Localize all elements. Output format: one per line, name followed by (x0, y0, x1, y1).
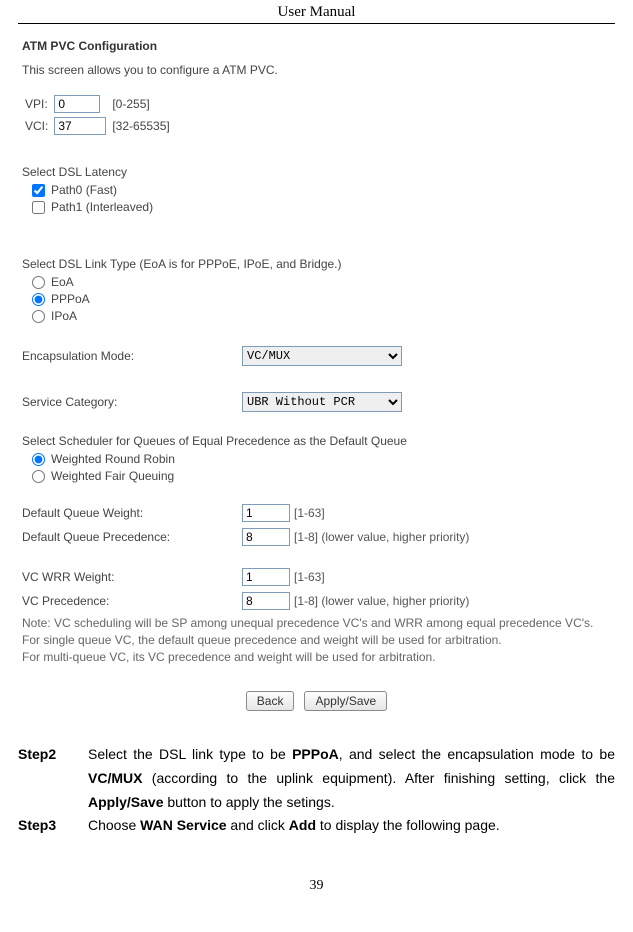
dqw-range: [1-63] (294, 506, 325, 520)
eoa-radio[interactable] (32, 276, 45, 289)
vpi-input[interactable] (54, 95, 100, 113)
encap-label: Encapsulation Mode: (22, 349, 242, 363)
vci-range: [32-65535] (109, 115, 172, 137)
vcp-range: [1-8] (lower value, higher priority) (294, 594, 469, 608)
vcw-label: VC WRR Weight: (22, 570, 242, 584)
vcw-range: [1-63] (294, 570, 325, 584)
config-description: This screen allows you to configure a AT… (22, 63, 611, 77)
note-2: For single queue VC, the default queue p… (22, 633, 611, 648)
back-button[interactable]: Back (246, 691, 295, 711)
wrr-label: Weighted Round Robin (51, 452, 175, 466)
vci-input[interactable] (54, 117, 106, 135)
service-select[interactable]: UBR Without PCR (242, 392, 402, 412)
vpi-range: [0-255] (109, 93, 172, 115)
page-header: User Manual (18, 0, 615, 24)
note-1: Note: VC scheduling will be SP among une… (22, 616, 611, 631)
path0-checkbox[interactable] (32, 184, 45, 197)
dqp-input[interactable] (242, 528, 290, 546)
step3-body: Choose WAN Service and click Add to disp… (88, 814, 500, 838)
ipoa-label: IPoA (51, 309, 77, 323)
wfq-radio[interactable] (32, 470, 45, 483)
wrr-radio[interactable] (32, 453, 45, 466)
latency-label: Select DSL Latency (22, 165, 611, 179)
dqp-range: [1-8] (lower value, higher priority) (294, 530, 469, 544)
atm-config-panel: ATM PVC Configuration This screen allows… (18, 34, 615, 721)
vpi-vci-table: VPI: [0-255] VCI: [32-65535] (22, 93, 173, 137)
dqp-label: Default Queue Precedence: (22, 530, 242, 544)
vci-label: VCI: (22, 115, 51, 137)
page-number: 39 (18, 878, 615, 894)
vpi-label: VPI: (22, 93, 51, 115)
pppoa-radio[interactable] (32, 293, 45, 306)
step3-label: Step3 (18, 814, 88, 838)
service-label: Service Category: (22, 395, 242, 409)
vcp-label: VC Precedence: (22, 594, 242, 608)
dqw-input[interactable] (242, 504, 290, 522)
scheduler-label: Select Scheduler for Queues of Equal Pre… (22, 434, 611, 448)
wfq-label: Weighted Fair Queuing (51, 469, 174, 483)
vcw-input[interactable] (242, 568, 290, 586)
linktype-label: Select DSL Link Type (EoA is for PPPoE, … (22, 257, 611, 271)
apply-save-button[interactable]: Apply/Save (304, 691, 387, 711)
eoa-label: EoA (51, 275, 74, 289)
path1-checkbox[interactable] (32, 201, 45, 214)
config-title: ATM PVC Configuration (22, 39, 611, 53)
ipoa-radio[interactable] (32, 310, 45, 323)
steps-section: Step2 Select the DSL link type to be PPP… (18, 743, 615, 838)
step2-body: Select the DSL link type to be PPPoA, an… (88, 743, 615, 814)
dqw-label: Default Queue Weight: (22, 506, 242, 520)
pppoa-label: PPPoA (51, 292, 90, 306)
path0-label: Path0 (Fast) (51, 183, 117, 197)
path1-label: Path1 (Interleaved) (51, 200, 153, 214)
step2-label: Step2 (18, 743, 88, 814)
vcp-input[interactable] (242, 592, 290, 610)
encap-select[interactable]: VC/MUX (242, 346, 402, 366)
note-3: For multi-queue VC, its VC precedence an… (22, 650, 611, 665)
